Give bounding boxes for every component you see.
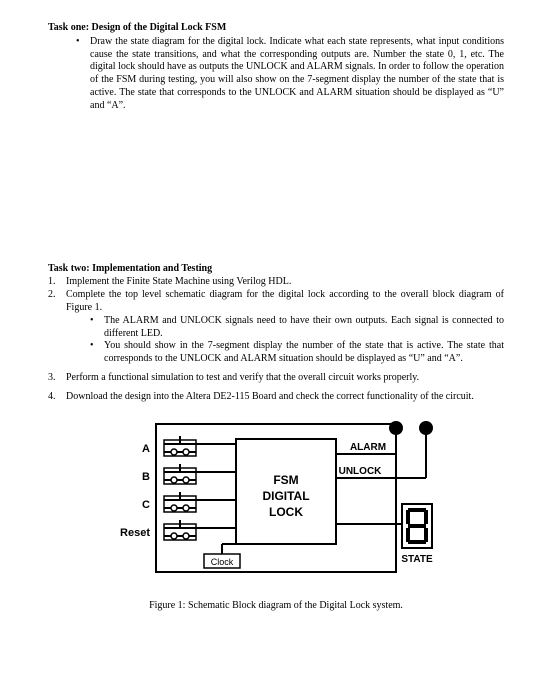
label-state: STATE: [401, 554, 433, 565]
led-alarm: [389, 421, 403, 435]
list-index: 2.: [48, 289, 66, 366]
list-item: 1. Implement the Finite State Machine us…: [48, 276, 504, 289]
bullet-dot-icon: •: [76, 36, 90, 113]
task1-title: Task one: Design of the Digital Lock FSM: [48, 22, 504, 35]
spacer: [48, 113, 504, 263]
task1-bullet-text: Draw the state diagram for the digital l…: [90, 36, 504, 113]
bullet-dot-icon: •: [90, 340, 104, 366]
seven-seg: [402, 504, 432, 548]
schematic-svg: FSM DIGITAL LOCK A: [96, 414, 456, 594]
sub-bullet-text: You should show in the 7-segment display…: [104, 340, 504, 366]
sub-bullet-text: The ALARM and UNLOCK signals need to hav…: [104, 315, 504, 341]
page: Task one: Design of the Digital Lock FSM…: [0, 0, 540, 678]
label-b: B: [142, 471, 150, 483]
diagram: FSM DIGITAL LOCK A: [48, 414, 504, 594]
list-body: Implement the Finite State Machine using…: [66, 276, 504, 289]
list-body: Perform a functional simulation to test …: [66, 372, 504, 385]
bullet-row: • The ALARM and UNLOCK signals need to h…: [90, 315, 504, 341]
list-index: 3.: [48, 372, 66, 385]
list-body-text: Complete the top level schematic diagram…: [66, 289, 504, 313]
list-item: 3. Perform a functional simulation to te…: [48, 372, 504, 385]
fsm-label-3: LOCK: [269, 505, 303, 519]
list-item: 4. Download the design into the Altera D…: [48, 391, 504, 404]
switch-reset: [164, 520, 236, 540]
fsm-label-2: DIGITAL: [262, 489, 309, 503]
label-c: C: [142, 499, 150, 511]
switch-a: [164, 436, 236, 456]
task2-title: Task two: Implementation and Testing: [48, 263, 504, 276]
figure-caption: Figure 1: Schematic Block diagram of the…: [48, 600, 504, 613]
task2-list: 1. Implement the Finite State Machine us…: [48, 276, 504, 403]
bullet-row: • You should show in the 7-segment displ…: [90, 340, 504, 366]
label-reset: Reset: [120, 527, 150, 539]
list-body: Download the design into the Altera DE2-…: [66, 391, 504, 404]
fsm-label-1: FSM: [273, 473, 298, 487]
list-body: Complete the top level schematic diagram…: [66, 289, 504, 366]
label-alarm: ALARM: [350, 442, 386, 453]
task1-bullets: • Draw the state diagram for the digital…: [48, 36, 504, 113]
label-unlock: UNLOCK: [339, 466, 383, 477]
switch-c: [164, 492, 236, 512]
list-index: 1.: [48, 276, 66, 289]
label-a: A: [142, 443, 150, 455]
label-clock: Clock: [211, 557, 234, 567]
list-item: 2. Complete the top level schematic diag…: [48, 289, 504, 366]
switch-b: [164, 464, 236, 484]
bullet-dot-icon: •: [90, 315, 104, 341]
sub-bullets: • The ALARM and UNLOCK signals need to h…: [66, 315, 504, 366]
list-index: 4.: [48, 391, 66, 404]
led-unlock: [419, 421, 433, 435]
bullet-row: • Draw the state diagram for the digital…: [76, 36, 504, 113]
